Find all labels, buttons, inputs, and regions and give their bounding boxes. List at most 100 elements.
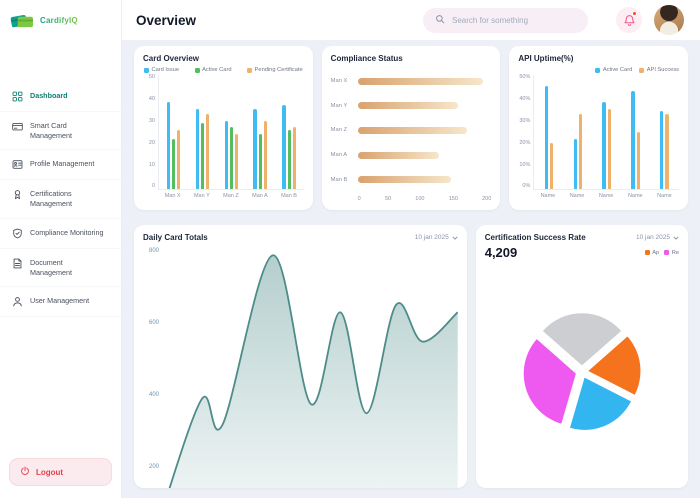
page-title: Overview [136, 12, 197, 28]
api-uptime-chart: 50% 40% 30% 20% 10% 0% Name Name Name Name Name [518, 74, 680, 202]
user-avatar[interactable] [654, 5, 684, 35]
bar-group [166, 75, 181, 189]
sidebar-item-certifications-management[interactable]: Certifications Management [0, 180, 121, 219]
search-bar [423, 7, 588, 33]
category-label: Man Y [330, 102, 348, 109]
chart-legend: Ap Re [644, 249, 679, 256]
x-tick-label: 150 [448, 196, 458, 202]
legend-swatch [644, 250, 650, 255]
logout-button[interactable]: Logout [9, 458, 112, 486]
top-cards-row: Card Overview Card Issue Active Card Pendi… [134, 46, 689, 210]
credit-card-icon [12, 121, 23, 132]
bar-track [357, 151, 492, 159]
pie-chart-area [485, 260, 679, 480]
bar-group [253, 75, 267, 189]
card-title: Compliance Status [330, 54, 403, 63]
bar-plot [158, 75, 304, 190]
y-tick-label: 800 [148, 248, 159, 254]
notification-bell-button[interactable] [616, 7, 642, 33]
bar [357, 102, 458, 110]
sidebar-item-user-management[interactable]: User Management [0, 287, 121, 318]
y-tick-label: 0% [522, 183, 531, 190]
bar [253, 109, 257, 189]
y-tick-label: 40 [148, 95, 155, 102]
app-logo[interactable]: CardifyIQ [0, 0, 121, 38]
bar-group [282, 75, 296, 189]
bar-group [544, 75, 553, 189]
bar [171, 138, 176, 189]
bar [357, 126, 467, 134]
y-axis: 8006004002000 [143, 248, 164, 488]
bar [578, 113, 582, 189]
legend-swatch [664, 250, 670, 255]
bar [549, 143, 553, 189]
bar-group [224, 75, 239, 189]
bar-row: Man Z [330, 126, 492, 134]
x-tick-label: Man X [164, 193, 181, 199]
bar-group [602, 75, 611, 189]
legend-item: Re [664, 250, 679, 256]
bar-track [357, 126, 492, 134]
bar-track [357, 77, 492, 85]
y-tick-label: 50 [148, 74, 155, 80]
pie-summary-row: 4,209 Ap Re [485, 245, 679, 260]
bar [287, 129, 291, 189]
card-header: Daily Card Totals 10 jan 2025 [143, 233, 458, 242]
logo-card-icon [10, 11, 35, 30]
legend-swatch [595, 67, 601, 73]
date-filter[interactable]: 10 jan 2025 [415, 234, 458, 241]
bar [607, 109, 611, 189]
chart-legend: Active Card API Success [518, 67, 679, 73]
y-tick-label: 20% [519, 139, 531, 146]
y-tick-label: 0 [151, 183, 155, 190]
card-title: Daily Card Totals [143, 233, 208, 242]
user-icon [12, 296, 23, 307]
x-tick-label: 50 [384, 196, 392, 202]
bar [166, 102, 170, 189]
bar [660, 111, 664, 189]
line-plot [164, 248, 458, 488]
bar [282, 104, 286, 189]
x-tick-label: 0 [357, 196, 361, 202]
x-tick-label: 100 [415, 196, 425, 202]
legend-label: Active Card [202, 67, 232, 73]
y-tick-label: 30 [148, 117, 155, 124]
sidebar-item-profile-management[interactable]: Profile Management [0, 150, 121, 181]
search-input[interactable] [452, 15, 576, 25]
pie-slice [588, 336, 641, 395]
grid-icon [12, 91, 23, 102]
bar-group [573, 75, 582, 189]
sidebar-item-compliance-monitoring[interactable]: Compliance Monitoring [0, 219, 121, 249]
bar [357, 77, 484, 85]
sidebar-item-smart-card-management[interactable]: Smart Card Management [0, 112, 121, 151]
category-label: Man Z [330, 127, 348, 134]
pie-slice [523, 339, 576, 424]
legend-swatch [639, 67, 645, 73]
bell-icon [624, 14, 634, 26]
document-icon [12, 258, 23, 269]
api-uptime-card: API Uptime(%) Active Card API Success 50%… [509, 46, 689, 210]
bar [200, 122, 204, 189]
card-overview-card: Card Overview Card Issue Active Card Pendi… [134, 46, 313, 210]
pie-slice [542, 313, 622, 366]
trend-line [164, 255, 458, 488]
y-tick-label: 10% [519, 161, 531, 168]
card-header: Certification Success Rate 10 jan 2025 [485, 233, 679, 242]
bar [205, 113, 210, 189]
bar-group [660, 75, 669, 189]
bar-row: Man Y [330, 102, 492, 110]
sidebar-item-dashboard[interactable]: Dashboard [0, 82, 121, 112]
sidebar-item-document-management[interactable]: Document Management [0, 249, 121, 288]
certification-success-rate-card: Certification Success Rate 10 jan 2025 4… [475, 225, 688, 488]
date-filter[interactable]: 10 jan 2025 [636, 234, 679, 241]
bar [263, 120, 267, 189]
legend-label: Ap [652, 249, 660, 256]
x-axis: 0 50 100 150 200 [358, 192, 492, 202]
y-tick-label: 600 [148, 319, 159, 326]
category-label: Man A [330, 152, 348, 159]
date-filter-label: 10 jan 2025 [636, 234, 670, 241]
bar [357, 176, 452, 184]
bar [195, 109, 199, 189]
daily-card-totals-chart: 8006004002000ThalesNXPMultosIdemiaG+DCPI… [143, 248, 458, 488]
